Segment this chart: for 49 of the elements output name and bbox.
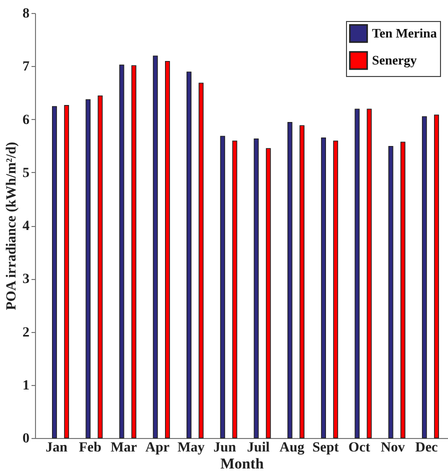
bar <box>165 60 170 438</box>
x-axis-title: Month <box>220 456 264 472</box>
bar <box>131 65 136 438</box>
y-tick-label: 1 <box>22 378 30 394</box>
x-tick-label: May <box>177 440 205 456</box>
bar <box>266 148 271 438</box>
x-tick-label: Mar <box>110 440 138 456</box>
x-tick-label: Sept <box>312 440 340 456</box>
bar <box>152 56 158 438</box>
y-tick-label: 5 <box>22 166 30 181</box>
bar <box>64 105 70 438</box>
x-tick-label: Feb <box>78 440 102 456</box>
bar <box>422 116 427 438</box>
bar <box>333 140 338 438</box>
bar <box>321 137 326 438</box>
y-axis-title: POA irradiance (kWh/m²/d) <box>4 142 20 310</box>
x-tick-label: Apr <box>145 440 170 456</box>
y-tick-label: 7 <box>22 60 30 75</box>
bar <box>300 125 304 438</box>
bar <box>220 136 226 438</box>
bar <box>186 72 192 438</box>
legend-label: Ten Merina <box>372 26 438 40</box>
x-tick-label: Jan <box>46 440 68 456</box>
x-tick-label: Juil <box>247 440 270 456</box>
bar <box>232 140 238 438</box>
y-tick-label: 2 <box>22 325 30 340</box>
bar <box>98 95 103 438</box>
bar <box>366 108 372 438</box>
bar <box>434 114 439 438</box>
bar <box>198 82 204 438</box>
bar <box>388 146 394 438</box>
legend-label: Senergy <box>372 52 418 68</box>
bar <box>400 142 406 438</box>
x-tick-label: Aug <box>279 440 304 456</box>
bar <box>354 108 360 438</box>
bar <box>86 99 91 438</box>
x-tick-label: Nov <box>380 440 405 456</box>
bar <box>254 138 259 438</box>
y-tick-label: 8 <box>22 6 30 22</box>
x-tick-label: Dec <box>415 440 438 456</box>
bar <box>119 64 124 438</box>
x-tick-label: Jun <box>213 440 236 456</box>
y-tick-label: 4 <box>22 219 30 234</box>
y-tick-label: 6 <box>22 112 30 128</box>
x-tick-label: Oct <box>348 440 370 456</box>
y-tick-label: 0 <box>22 432 30 446</box>
bar <box>287 122 292 438</box>
bar <box>52 106 57 438</box>
y-tick-label: 3 <box>22 272 30 288</box>
